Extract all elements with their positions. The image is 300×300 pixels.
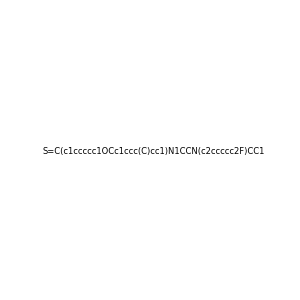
Text: S=C(c1ccccc1OCc1ccc(C)cc1)N1CCN(c2ccccc2F)CC1: S=C(c1ccccc1OCc1ccc(C)cc1)N1CCN(c2ccccc2… [43, 147, 265, 156]
